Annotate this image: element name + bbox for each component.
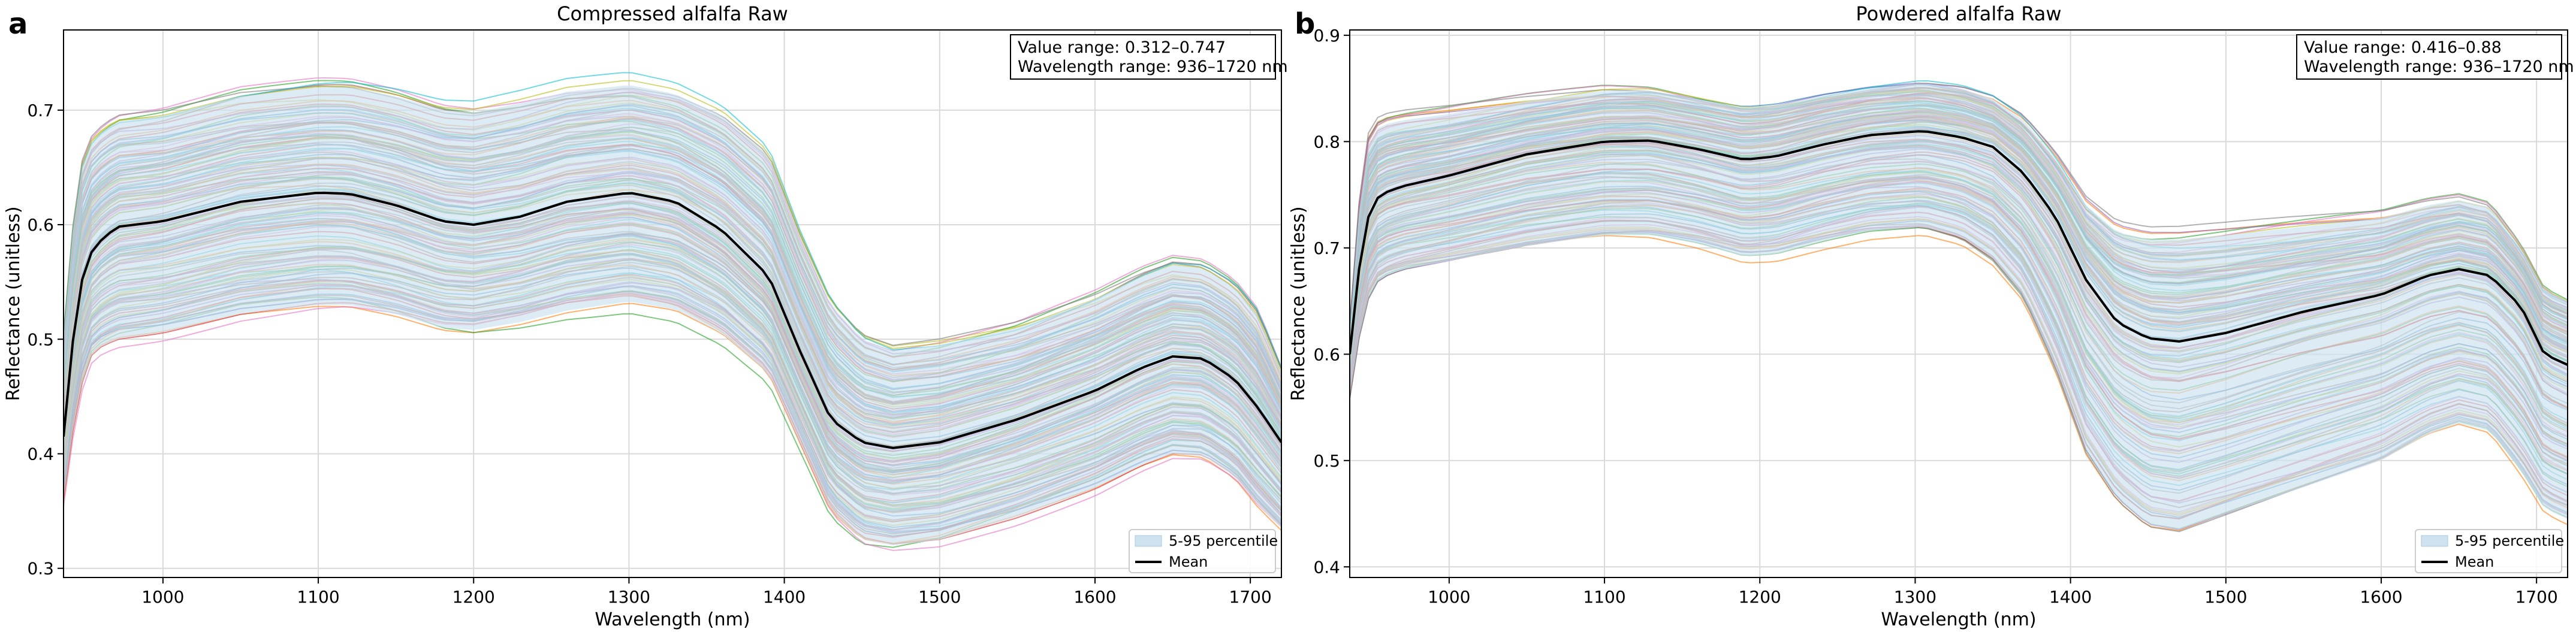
x-tick-label-b: 1300 [1894,587,1936,607]
y-tick-label-a: 0.3 [27,559,54,579]
spectrum-line-b [1350,83,2568,325]
info-box-a: Value range: 0.312–0.747 Wavelength rang… [1010,34,1288,80]
mean-line-a [64,191,1281,449]
x-tick-label-a: 1600 [1073,587,1116,607]
y-axis-title-a: Reflectance (unitless) [3,206,24,401]
x-tick-label-b: 1000 [1428,587,1470,607]
x-ticks-b: 1000 1100 1200 1300 1400 1500 1600 1700 [1428,577,2558,607]
legend-b: 5-95 percentile Mean [2415,529,2564,573]
percentile-band-a [64,85,1281,546]
info-wavelength-range-b: Wavelength range: 936–1720 nm [2304,58,2574,76]
y-tick-label-a: 0.6 [27,215,54,235]
chart-title-a: Compressed alfalfa Raw [557,2,788,25]
legend-a: 5-95 percentile Mean [1129,529,1278,573]
chart-title-b: Powdered alfalfa Raw [1856,2,2061,25]
y-axis-title-b: Reflectance (unitless) [1288,206,1309,401]
info-value-range-a: Value range: 0.312–0.747 [1018,38,1226,57]
legend-band-label-b: 5-95 percentile [2455,533,2564,549]
y-ticks-b: 0.4 0.5 0.6 0.7 0.8 0.9 [1313,26,1350,577]
percentile-band-b [1350,83,2568,530]
panel-letter-a: a [8,7,28,41]
axes-frame-b [1349,29,2568,578]
x-tick-label-b: 1600 [2360,587,2402,607]
plot-area-a [64,72,1281,551]
panel-letter-b: b [1295,7,1315,41]
legend-band-swatch-a [1135,535,1162,547]
x-tick-label-a: 1100 [297,587,339,607]
x-tick-label-b: 1400 [2049,587,2092,607]
y-tick-label-a: 0.4 [27,444,54,464]
x-tick-label-a: 1300 [608,587,650,607]
panel-a: a Compressed alfalfa Raw 1000 1100 1200 130… [3,2,1288,630]
mean-line-b [1350,130,2568,366]
y-tick-label-b: 0.4 [1313,557,1340,577]
y-ticks-a: 0.3 0.4 0.5 0.6 0.7 [27,101,64,579]
legend-band-swatch-b [2421,535,2448,547]
info-box-b: Value range: 0.416–0.88 Wavelength range… [2296,34,2574,80]
x-tick-label-a: 1000 [141,587,184,607]
y-tick-label-a: 0.5 [27,329,54,349]
x-tick-label-b: 1200 [1739,587,1781,607]
y-tick-label-b: 0.5 [1313,451,1340,471]
x-tick-label-a: 1700 [1229,587,1272,607]
x-tick-label-a: 1200 [453,587,495,607]
x-tick-label-a: 1500 [918,587,961,607]
x-tick-label-b: 1100 [1583,587,1625,607]
info-wavelength-range-a: Wavelength range: 936–1720 nm [1018,58,1288,76]
x-tick-label-b: 1700 [2515,587,2558,607]
x-axis-title-b: Wavelength (nm) [1881,609,2036,630]
y-tick-label-b: 0.6 [1313,344,1340,364]
plot-area-b [1350,80,2568,533]
axes-frame-a [63,29,1282,578]
y-tick-label-b: 0.7 [1313,238,1340,258]
x-tick-label-b: 1500 [2204,587,2247,607]
y-tick-label-b: 0.9 [1313,26,1340,46]
x-ticks-a: 1000 1100 1200 1300 1400 1500 1600 1700 [141,577,1272,607]
y-tick-label-a: 0.7 [27,101,54,120]
legend-band-label-a: 5-95 percentile [1169,533,1278,549]
y-tick-label-b: 0.8 [1313,132,1340,152]
x-axis-title-a: Wavelength (nm) [595,609,750,630]
legend-mean-label-a: Mean [1169,554,1208,570]
info-value-range-b: Value range: 0.416–0.88 [2304,38,2502,57]
x-tick-label-a: 1400 [763,587,806,607]
panel-b: b Powdered alfalfa Raw 1000 1100 1200 1300 1… [1288,2,2574,630]
legend-mean-label-b: Mean [2455,554,2494,570]
